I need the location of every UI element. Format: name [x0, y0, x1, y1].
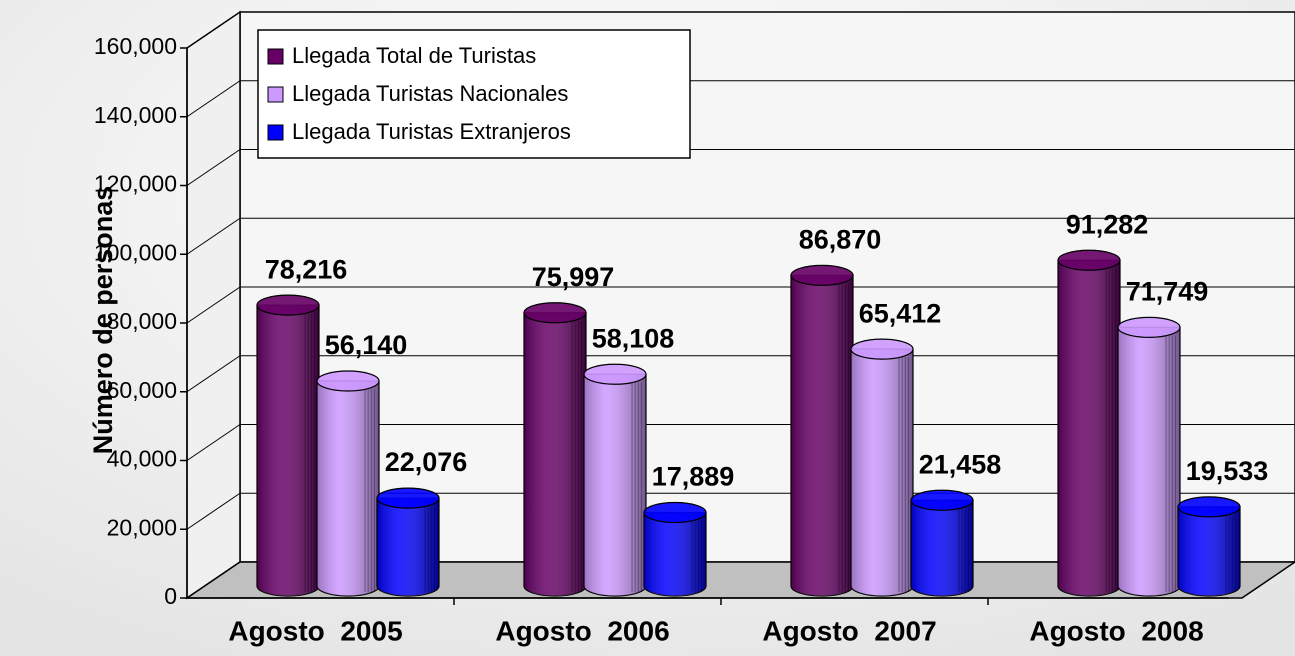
grid-line	[186, 80, 241, 118]
y-tick-label: 140,000	[94, 102, 177, 128]
bar-top	[1177, 496, 1241, 518]
y-tick-label: 60,000	[107, 377, 177, 403]
grid-line	[186, 149, 241, 186]
y-tick-label: 80,000	[107, 308, 177, 334]
y-tick-label: 40,000	[107, 446, 177, 472]
legend-label: Llegada Turistas Extranjeros	[292, 119, 571, 144]
x-tick-label: Agosto 2007	[762, 615, 936, 646]
legend-label: Llegada Total de Turistas	[292, 43, 536, 68]
bar-shade	[377, 498, 439, 596]
x-tick-label: Agosto 2008	[1029, 615, 1203, 646]
bar-shade	[1058, 260, 1120, 596]
grid-line	[186, 217, 241, 255]
legend-label: Llegada Turistas Nacionales	[292, 81, 568, 106]
data-label: 56,140	[325, 330, 408, 360]
bar-shade	[851, 349, 913, 596]
bar-shade	[257, 305, 319, 596]
y-tick-label: 20,000	[107, 514, 177, 540]
y-tick-label: 0	[164, 583, 177, 609]
grid-line	[186, 11, 241, 49]
bar-shade	[584, 374, 646, 596]
bar-top	[790, 264, 854, 286]
data-label: 91,282	[1066, 209, 1149, 239]
bar-shade	[1118, 327, 1180, 596]
x-tick-label: Agosto 2005	[228, 615, 402, 646]
bar-top	[256, 294, 320, 316]
bar-shade	[791, 275, 853, 596]
bar-top	[1057, 249, 1121, 271]
bar-top	[910, 489, 974, 511]
grid-line	[186, 424, 241, 461]
data-label: 21,458	[919, 449, 1002, 479]
y-axis-title: Número de personas	[88, 186, 118, 455]
bar-top	[643, 501, 707, 524]
bar-shade	[1178, 506, 1240, 596]
y-tick-label: 160,000	[94, 33, 177, 59]
legend-swatch	[267, 86, 284, 103]
bar-top	[850, 338, 914, 360]
legend-box	[257, 29, 691, 159]
legend-swatch	[267, 124, 284, 141]
data-label: 78,216	[265, 254, 348, 284]
data-label: 86,870	[799, 225, 882, 255]
data-label: 71,749	[1126, 276, 1209, 306]
grid-line	[186, 355, 241, 393]
bar-shade	[911, 500, 973, 596]
legend-swatch	[267, 48, 284, 65]
grid-line	[186, 492, 241, 530]
data-label: 17,889	[652, 462, 735, 492]
bar-top	[523, 302, 587, 324]
bar-top	[1117, 316, 1181, 338]
bar-top	[316, 370, 380, 392]
data-label: 19,533	[1186, 456, 1269, 486]
x-tick-label: Agosto 2006	[495, 615, 669, 646]
data-label: 65,412	[859, 298, 942, 328]
bar-shade	[524, 312, 586, 596]
y-tick-label: 120,000	[94, 171, 177, 197]
data-label: 22,076	[385, 447, 468, 477]
bar-top	[376, 487, 440, 509]
data-label: 75,997	[532, 262, 615, 292]
grid-line	[186, 286, 241, 324]
bar-shade	[317, 381, 379, 596]
bar-shade	[644, 512, 706, 596]
bar-top	[583, 363, 647, 385]
data-label: 58,108	[592, 323, 675, 353]
y-tick-label: 100,000	[94, 239, 177, 265]
